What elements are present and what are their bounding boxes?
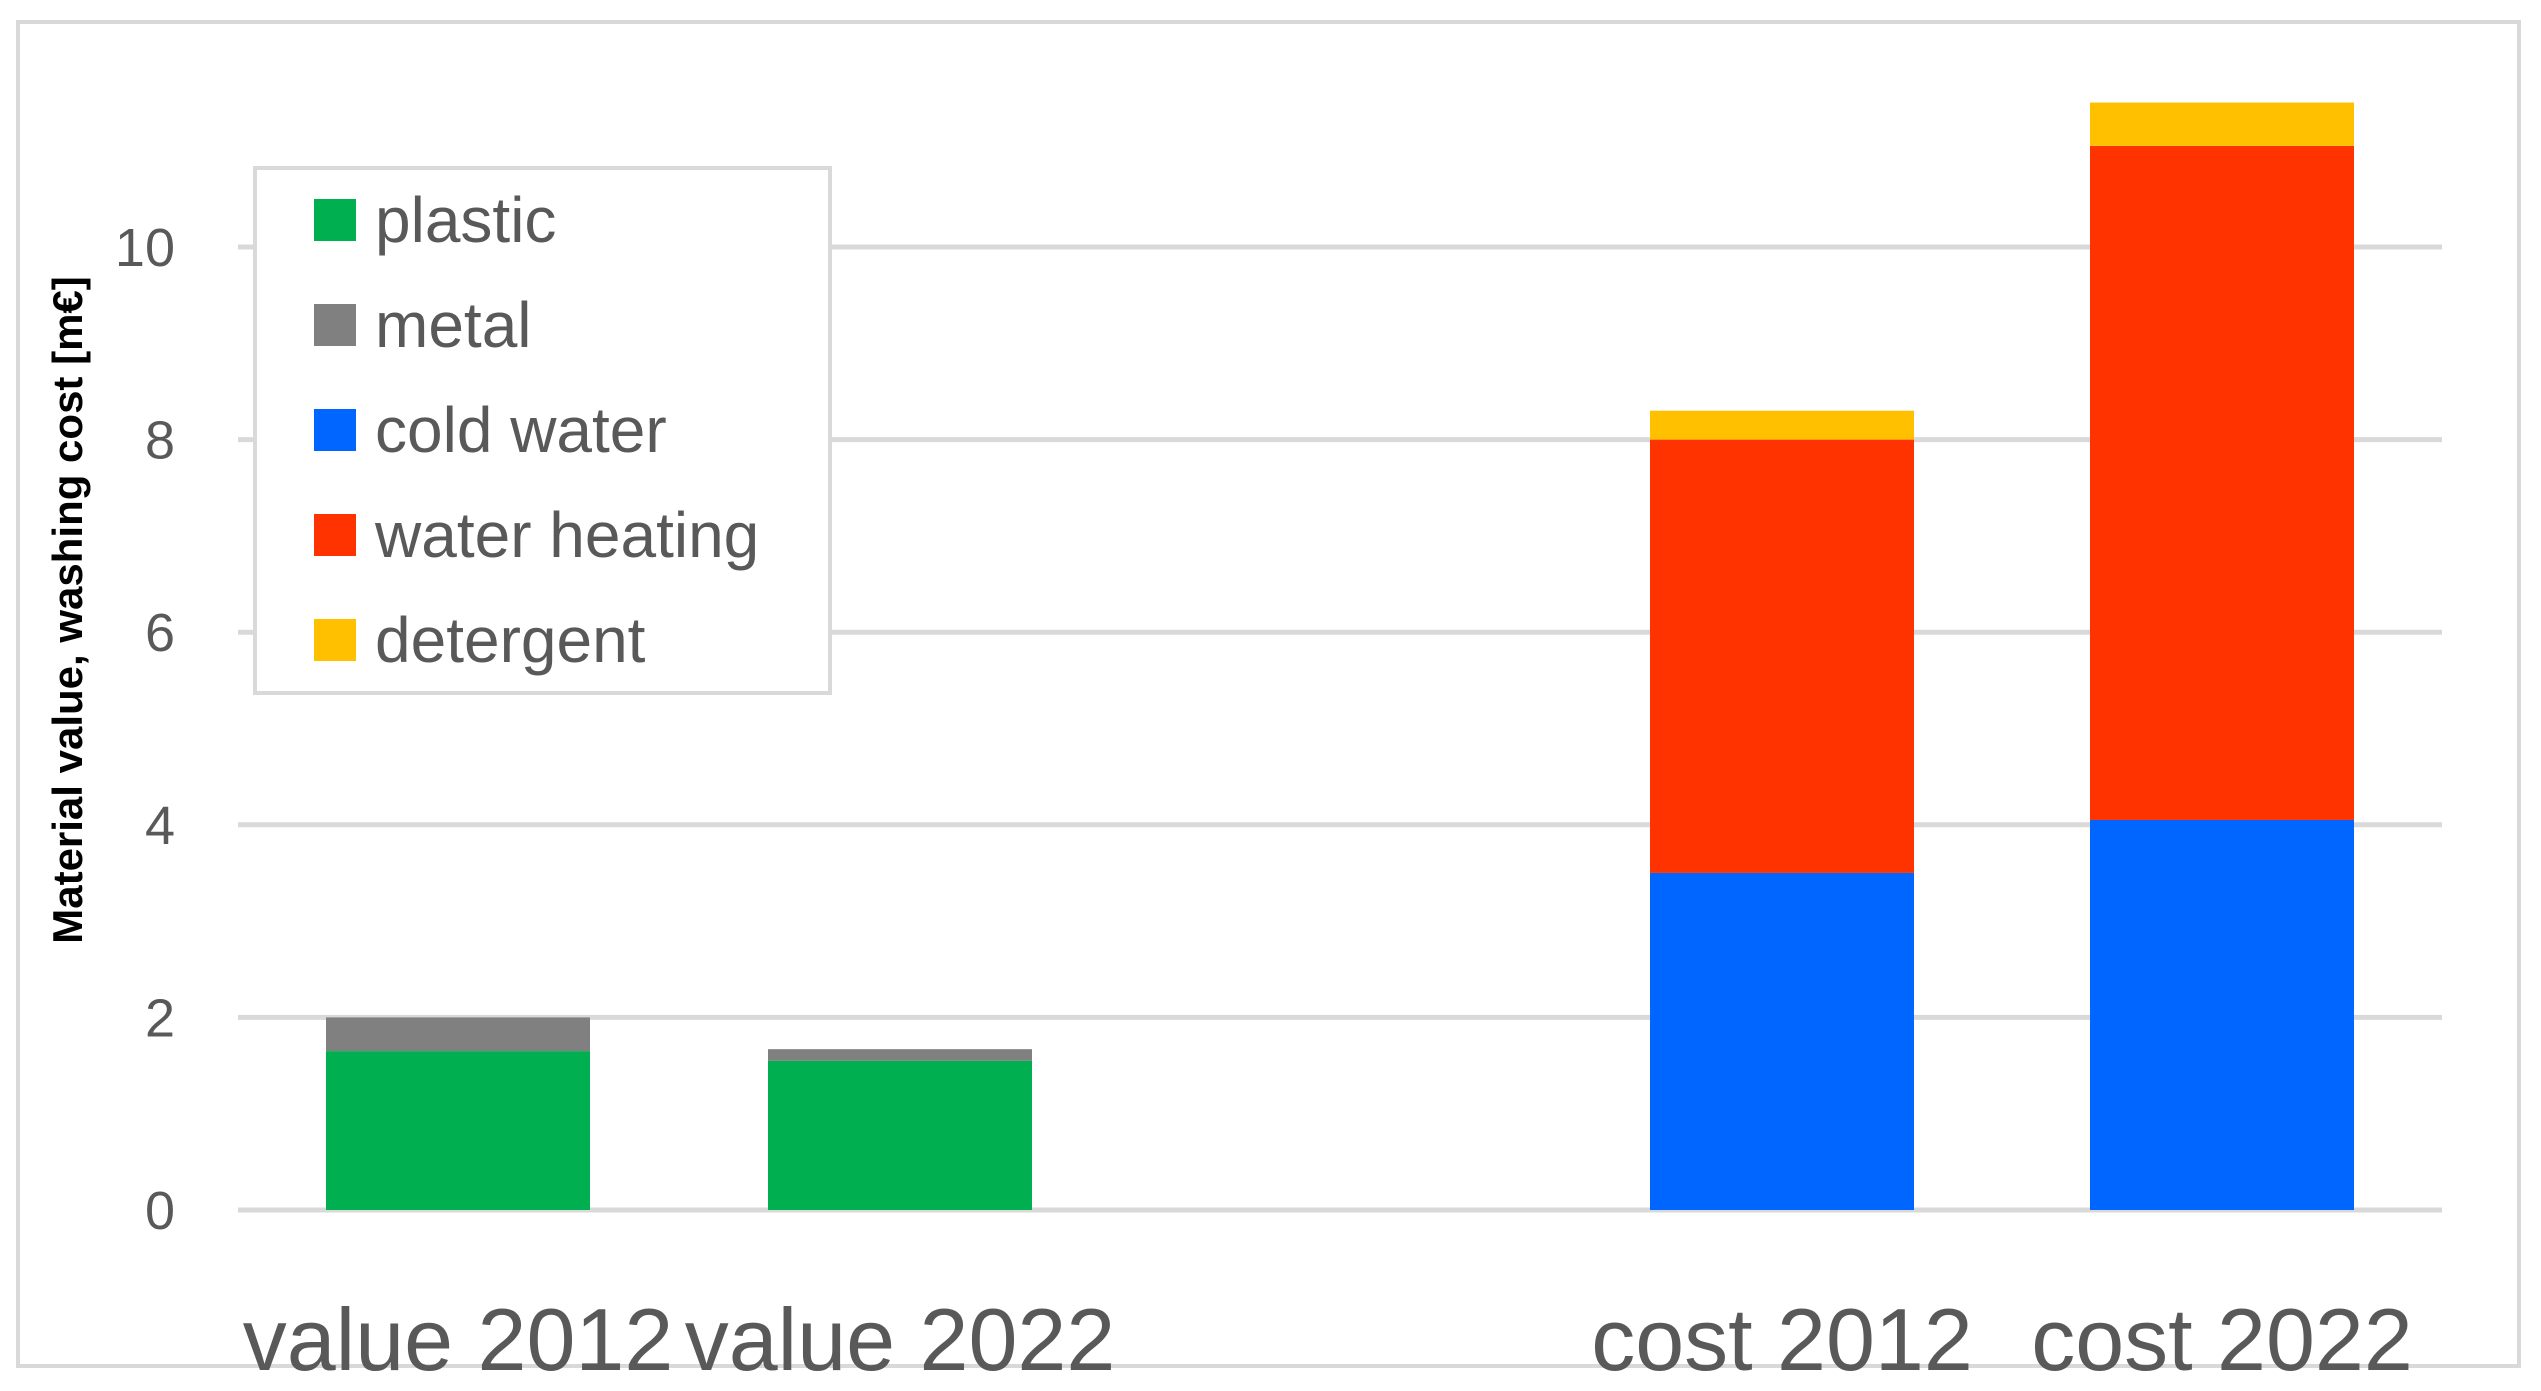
bar-plastic-value-2012 xyxy=(326,1051,590,1210)
legend-label-cold-water: cold water xyxy=(375,394,667,466)
x-category-label: value 2012 xyxy=(243,1290,674,1389)
legend-swatch-metal xyxy=(314,304,356,346)
y-tick-label: 6 xyxy=(145,603,175,663)
bar-metal-value-2012 xyxy=(326,1017,590,1052)
legend-swatch-plastic xyxy=(314,199,356,241)
y-tick-label: 0 xyxy=(145,1181,175,1241)
bar-layer xyxy=(326,102,2354,1210)
legend-items: plastic metal cold water water heating deter… xyxy=(314,184,759,676)
y-tick-label: 2 xyxy=(145,988,175,1048)
legend-label-water-heating: water heating xyxy=(374,499,759,571)
bar-water-heating-cost-2022 xyxy=(2090,145,2354,820)
bar-plastic-value-2022 xyxy=(768,1060,1032,1210)
bar-water-heating-cost-2012 xyxy=(1650,439,1914,873)
x-category-label: cost 2022 xyxy=(2031,1290,2413,1389)
bar-cold-water-cost-2022 xyxy=(2090,819,2354,1210)
y-tick-label: 4 xyxy=(145,796,175,856)
legend: plastic metal cold water water heating deter… xyxy=(253,166,832,695)
legend-swatch-water-heating xyxy=(314,514,356,556)
y-tick-label: 8 xyxy=(145,411,175,471)
bar-detergent-cost-2012 xyxy=(1650,410,1914,440)
y-tick-label: 10 xyxy=(115,218,175,278)
x-category-label: value 2022 xyxy=(685,1290,1116,1389)
x-category-label: cost 2012 xyxy=(1591,1290,1973,1389)
bar-metal-value-2022 xyxy=(768,1049,1032,1061)
bar-cold-water-cost-2012 xyxy=(1650,872,1914,1210)
legend-label-metal: metal xyxy=(375,289,532,361)
legend-swatch-detergent xyxy=(314,619,356,661)
axis-layer: 0 2 4 6 8 10 value 2012 value 2022 cost 2012 cost… xyxy=(115,218,2413,1389)
bar-detergent-cost-2022 xyxy=(2090,102,2354,146)
legend-label-plastic: plastic xyxy=(375,184,556,256)
legend-label-detergent: detergent xyxy=(375,604,646,676)
legend-swatch-cold-water xyxy=(314,409,356,451)
y-axis-label: Material value, washing cost [m€] xyxy=(44,276,91,944)
